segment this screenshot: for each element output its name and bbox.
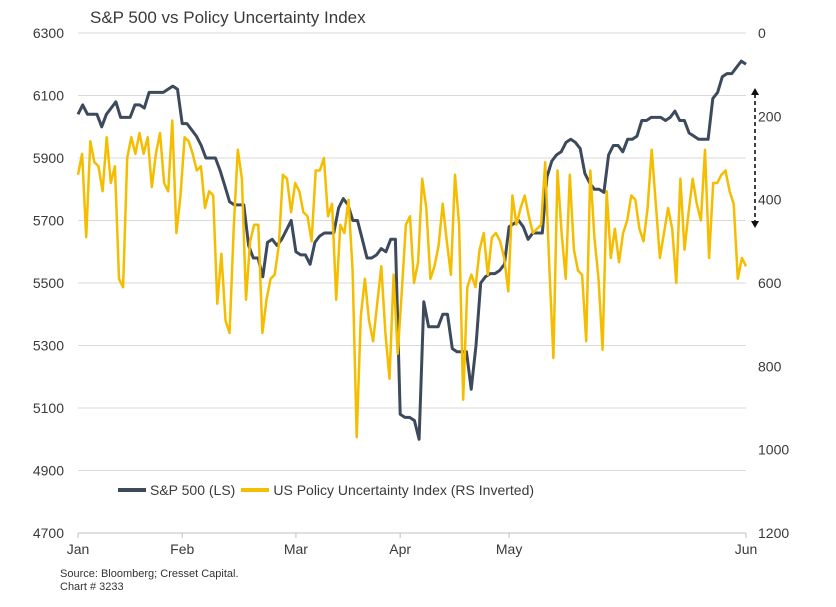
legend-item-epu: US Policy Uncertainty Index (RS Inverted… [241,482,534,498]
x-tick-label: Apr [389,541,411,557]
left-tick-label: 4900 [33,463,64,479]
gap-arrow-head-down [751,221,759,228]
right-tick-label: 800 [758,358,782,374]
left-tick-label: 5500 [33,275,64,291]
x-tick-label: May [496,541,522,557]
axis-ticks: 4700 4900 5100 5300 5500 5700 5900 6100 6300 0 200… [33,25,790,557]
x-tick-label: Feb [170,541,194,557]
chart-title: S&P 500 vs Policy Uncertainty Index [90,8,366,27]
legend-label-epu: US Policy Uncertainty Index (RS Inverted… [273,482,535,498]
x-tick-label: Jan [67,541,90,557]
left-tick-label: 5900 [33,150,64,166]
right-tick-label: 200 [758,108,782,124]
left-tick-label: 5700 [33,213,64,229]
legend-swatch-epu [241,488,270,492]
x-tick-label: Mar [284,541,308,557]
legend-swatch-sp500 [118,488,146,492]
series-line-epu [76,119,748,439]
right-tick-label: 600 [758,275,782,291]
series-lines [76,59,759,441]
chart-number: Chart # 3233 [60,581,124,593]
gap-arrow-head-up [751,88,759,95]
left-tick-label: 6100 [33,88,64,104]
right-tick-label: 0 [758,25,766,41]
left-tick-label: 5300 [33,338,64,354]
source-line: Source: Bloomberg; Cresset Capital. [60,568,239,580]
legend-label-sp500: S&P 500 (LS) [150,482,236,498]
legend: S&P 500 (LS) US Policy Uncertainty Index… [118,482,540,498]
x-tick-label: Jun [735,541,758,557]
right-tick-label: 400 [758,192,782,208]
legend-item-sp500: S&P 500 (LS) [118,482,235,498]
left-tick-label: 5100 [33,400,64,416]
right-tick-label: 1000 [758,442,789,458]
grid-lines [77,32,747,538]
left-tick-label: 6300 [33,25,64,41]
source-note: Source: Bloomberg; Cresset Capital. Char… [60,568,239,594]
left-tick-label: 4700 [33,525,64,541]
series-line-sp500 [76,59,747,441]
right-tick-label: 1200 [758,525,789,541]
